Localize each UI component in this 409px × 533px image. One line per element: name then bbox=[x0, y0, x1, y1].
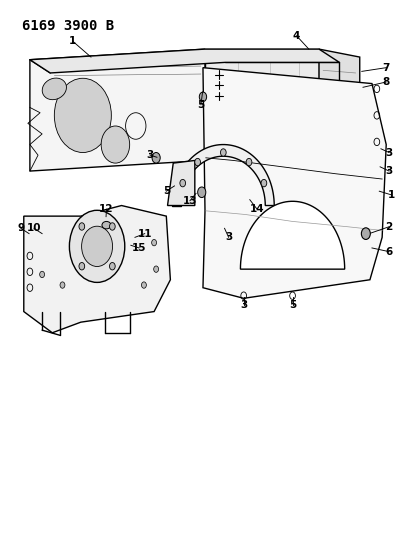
Circle shape bbox=[101, 126, 129, 163]
Text: 13: 13 bbox=[182, 196, 197, 206]
Text: 4: 4 bbox=[292, 31, 299, 41]
Circle shape bbox=[109, 223, 115, 230]
Polygon shape bbox=[172, 144, 274, 206]
Circle shape bbox=[60, 282, 65, 288]
Ellipse shape bbox=[42, 78, 66, 100]
Text: 3: 3 bbox=[225, 232, 231, 243]
Circle shape bbox=[199, 92, 206, 102]
Text: 7: 7 bbox=[382, 63, 389, 72]
Text: 6: 6 bbox=[384, 247, 392, 257]
Text: 5: 5 bbox=[288, 300, 295, 310]
Circle shape bbox=[360, 228, 369, 239]
Text: 15: 15 bbox=[131, 243, 146, 253]
Text: 11: 11 bbox=[137, 229, 152, 239]
Polygon shape bbox=[204, 49, 318, 160]
Text: 2: 2 bbox=[384, 222, 392, 232]
Circle shape bbox=[69, 211, 124, 282]
Circle shape bbox=[81, 226, 112, 266]
Text: 3: 3 bbox=[384, 148, 392, 158]
Text: 1: 1 bbox=[387, 190, 394, 200]
Circle shape bbox=[141, 282, 146, 288]
Text: 5: 5 bbox=[197, 100, 204, 110]
Circle shape bbox=[197, 187, 205, 198]
Polygon shape bbox=[202, 68, 385, 298]
Text: 6169 3900 B: 6169 3900 B bbox=[22, 19, 114, 33]
Circle shape bbox=[245, 158, 251, 166]
Circle shape bbox=[153, 266, 158, 272]
Circle shape bbox=[54, 78, 111, 152]
Ellipse shape bbox=[102, 221, 111, 229]
Text: 3: 3 bbox=[240, 300, 247, 310]
Polygon shape bbox=[240, 201, 344, 269]
Text: 12: 12 bbox=[99, 204, 113, 214]
Text: 3: 3 bbox=[146, 150, 153, 160]
Circle shape bbox=[220, 149, 226, 156]
Circle shape bbox=[40, 271, 45, 278]
Polygon shape bbox=[24, 206, 170, 333]
Polygon shape bbox=[318, 49, 359, 160]
Text: 3: 3 bbox=[384, 166, 392, 176]
Circle shape bbox=[152, 152, 160, 163]
Circle shape bbox=[109, 263, 115, 270]
Circle shape bbox=[79, 263, 85, 270]
Text: 5: 5 bbox=[162, 186, 169, 196]
Polygon shape bbox=[30, 49, 204, 171]
Circle shape bbox=[151, 239, 156, 246]
Text: 10: 10 bbox=[27, 223, 41, 233]
Text: 1: 1 bbox=[69, 36, 76, 46]
Circle shape bbox=[194, 158, 200, 166]
Text: 8: 8 bbox=[382, 77, 389, 87]
Circle shape bbox=[79, 223, 85, 230]
Text: 9: 9 bbox=[17, 223, 25, 233]
Circle shape bbox=[261, 180, 266, 187]
Text: 14: 14 bbox=[249, 204, 264, 214]
Polygon shape bbox=[30, 49, 339, 73]
Circle shape bbox=[180, 180, 185, 187]
Polygon shape bbox=[167, 160, 194, 206]
